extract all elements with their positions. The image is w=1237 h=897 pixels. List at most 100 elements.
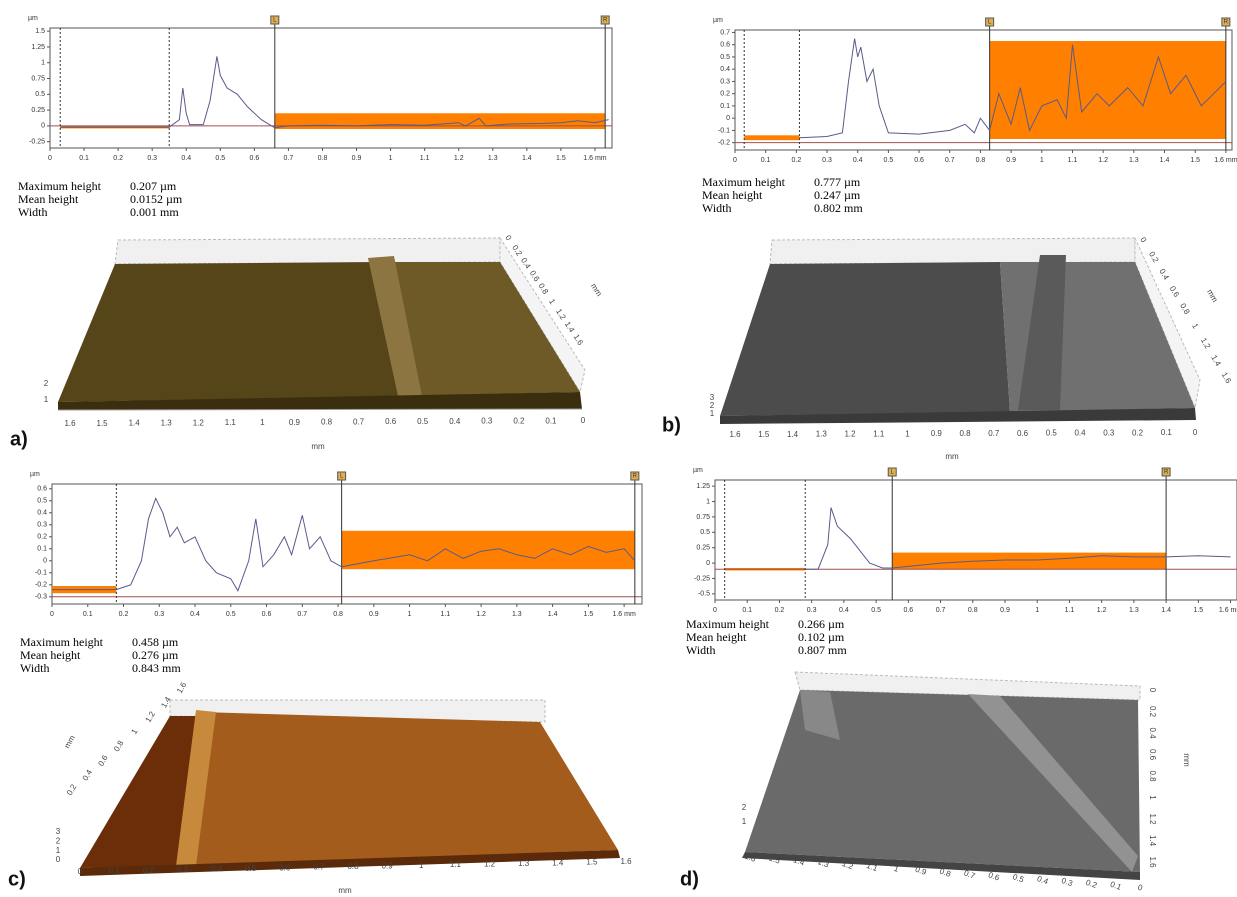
x-tick-label: 0.7 <box>284 155 294 162</box>
surface-y-tick: 0.4 <box>519 256 533 271</box>
x-tick-label: 0.4 <box>839 607 849 614</box>
surface-x-tick: 0.6 <box>385 417 397 426</box>
surface-x-tick: 1.6 <box>64 419 76 428</box>
surface-x-tick: 1.4 <box>787 430 799 439</box>
x-tick-label: 0.9 <box>1006 157 1016 164</box>
surface-y-tick: 0 <box>1148 688 1157 693</box>
stat-name: Mean height <box>702 188 763 202</box>
stat-value: 0.276 µm <box>132 648 179 662</box>
surface-x-tick: 0.5 <box>245 864 257 873</box>
surface-z-tick: 1 <box>56 846 61 855</box>
surface-x-tick: 1.1 <box>873 429 885 438</box>
x-tick-label: 0.1 <box>83 611 93 618</box>
surface-z-tick: 0 <box>56 855 61 864</box>
x-tick-label: 1.5 <box>583 611 593 618</box>
profile-line <box>60 56 609 129</box>
surface-x-tick: 0.7 <box>988 429 1000 438</box>
surface-y-unit: mm <box>589 282 604 298</box>
surface-y-tick: 1.2 <box>144 709 158 724</box>
y-tick-label: -0.25 <box>694 575 710 582</box>
y-tick-label: 0.2 <box>37 534 47 541</box>
x-tick-label: 0.3 <box>154 611 164 618</box>
surface-x-tick: 0.9 <box>382 861 394 870</box>
x-tick-label: 0.1 <box>761 157 771 164</box>
surface-z-tick: 1 <box>710 409 715 418</box>
stat-name: Maximum height <box>686 617 770 631</box>
cursor-tag <box>985 17 995 27</box>
y-tick-label: 1 <box>41 60 45 67</box>
surface-x-tick: 0.3 <box>1060 876 1074 888</box>
surface-x-tick: 1 <box>893 864 901 874</box>
highlight-band <box>274 113 606 130</box>
surface-x-tick: 0 <box>1193 428 1198 437</box>
x-tick-label: 0.6 <box>914 157 924 164</box>
panel-label: b) <box>662 414 681 436</box>
plot-frame <box>714 479 1237 601</box>
y-tick-label: 0.5 <box>37 498 47 505</box>
surface-x-tick: 1.3 <box>518 859 530 868</box>
highlight-band <box>892 552 1167 570</box>
surface-x-tick: 1.1 <box>865 861 879 873</box>
cursor-tag <box>630 471 640 481</box>
cursor-label: R <box>1224 20 1229 26</box>
cursor-tag <box>1161 467 1171 477</box>
x-tick-label: 0 <box>733 157 737 164</box>
surface-x-tick: 0.5 <box>1046 429 1058 438</box>
surface-x-tick: 1.6 <box>729 430 741 439</box>
surface-x-tick: 1.6 <box>620 857 632 866</box>
x-tick-label: 1 <box>408 611 412 618</box>
x-tick-label: 0.4 <box>853 157 863 164</box>
y-tick-label: 1.5 <box>35 28 45 35</box>
x-tick-label: 1.3 <box>488 155 498 162</box>
x-tick-label: 0.4 <box>181 155 191 162</box>
x-tick-label: 0.3 <box>807 607 817 614</box>
surface-x-tick: 1.2 <box>841 859 855 871</box>
stat-value: 0.807 mm <box>798 643 847 657</box>
surface-c <box>80 699 620 876</box>
y-tick-label: -0.2 <box>35 582 47 589</box>
x-tick-label: 0.6 <box>249 155 259 162</box>
surface-y-unit: mm <box>1205 288 1220 304</box>
cursor-label: L <box>891 470 895 476</box>
x-tick-label: 1.2 <box>476 611 486 618</box>
surface-y-tick: 1.4 <box>1148 835 1157 847</box>
stat-name: Mean height <box>18 192 79 206</box>
x-tick-label: 0.1 <box>742 607 752 614</box>
surface-x-tick: 0.2 <box>1085 878 1099 890</box>
y-tick-label: 0.3 <box>720 78 730 85</box>
surface-x-tick: 0.6 <box>1017 429 1029 438</box>
y-tick-label: -0.2 <box>718 139 730 146</box>
surface-y-tick: 1.2 <box>1148 813 1157 825</box>
surface-x-tick: 1.3 <box>161 419 173 428</box>
y-tick-label: 0 <box>43 558 47 565</box>
surface-x-tick: 1.2 <box>844 430 856 439</box>
surface-x-tick: 0.6 <box>279 863 291 872</box>
x-tick-label: 1.4 <box>1161 607 1171 614</box>
x-tick-label: 1 <box>389 155 393 162</box>
surface-z-tick: 1 <box>44 395 49 404</box>
surface-x-tick: 0.7 <box>313 863 325 872</box>
plot-frame <box>734 29 1233 151</box>
surface-y-tick: 0.8 <box>537 282 551 297</box>
stat-value: 0.777 µm <box>814 175 861 189</box>
surface-x-tick: 0.2 <box>513 416 525 425</box>
y-tick-label: 0.25 <box>31 107 45 114</box>
x-tick-label: 0.5 <box>226 611 236 618</box>
x-tick-label: 1.6 mm <box>583 155 607 162</box>
x-tick-label: 0.3 <box>147 155 157 162</box>
surface-x-tick: 1 <box>260 418 265 427</box>
surface-y-tick: 1.6 <box>175 680 189 695</box>
x-tick-label: 0.3 <box>822 157 832 164</box>
surface-y-tick: 0.4 <box>81 768 95 783</box>
stat-name: Maximum height <box>702 175 786 189</box>
surface-y-tick: 1.6 <box>1148 856 1157 868</box>
y-tick-label: 0.6 <box>37 486 47 493</box>
surface-x-tick: 0.9 <box>914 865 928 877</box>
surface-x-tick: 0.1 <box>109 866 121 875</box>
y-tick-label: -0.1 <box>718 127 730 134</box>
surface-x-tick: 1.5 <box>768 853 782 865</box>
surface-y-tick: 0.2 <box>1148 706 1157 718</box>
surface-x-tick: 1.3 <box>816 430 828 439</box>
y-tick-label: 0 <box>706 560 710 567</box>
